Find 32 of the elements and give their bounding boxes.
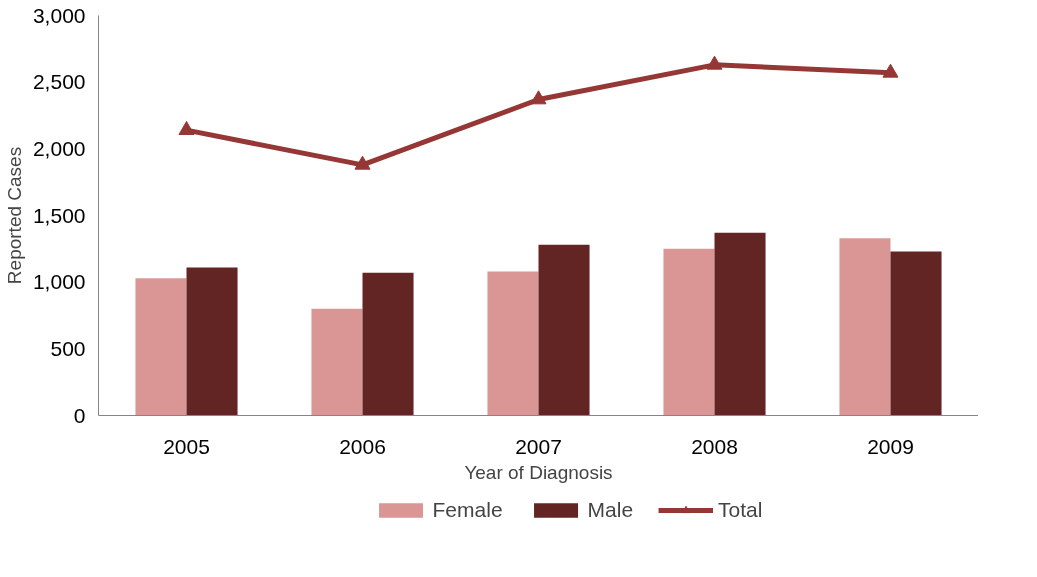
bar (714, 232, 766, 416)
y-tick-label: 1,000 (32, 270, 86, 294)
point (882, 63, 899, 78)
bar (890, 251, 942, 416)
x-tick-label: 2008 (691, 434, 738, 458)
point (354, 155, 371, 170)
bar (186, 267, 238, 416)
point (178, 121, 195, 135)
bar (362, 272, 414, 416)
y-tick-label: 2,500 (32, 70, 86, 94)
y-tick-label: 3,000 (32, 3, 86, 27)
bar (487, 271, 539, 416)
x-axis-title: Year of Diagnosis (464, 461, 613, 483)
legend-label: Male (587, 498, 634, 522)
x-tick-label: 2007 (515, 434, 562, 458)
x-tick-label: 2009 (867, 434, 914, 458)
bar (663, 248, 715, 416)
bar (135, 278, 187, 416)
x-tick-label: 2005 (163, 434, 210, 458)
legend-label: Female (432, 498, 503, 522)
point (530, 90, 547, 105)
bar (311, 308, 363, 416)
y-tick-label: 500 (50, 336, 86, 360)
legend-label: Total (718, 498, 763, 522)
bar (839, 238, 891, 416)
y-axis-title: Reported Cases (3, 146, 25, 285)
y-tick-label: 2,000 (32, 136, 86, 160)
y-tick-label: 1,500 (32, 203, 86, 227)
x-tick-label: 2006 (339, 434, 386, 458)
bar (538, 244, 590, 416)
y-tick-label: 0 (73, 403, 86, 427)
point (706, 55, 723, 70)
